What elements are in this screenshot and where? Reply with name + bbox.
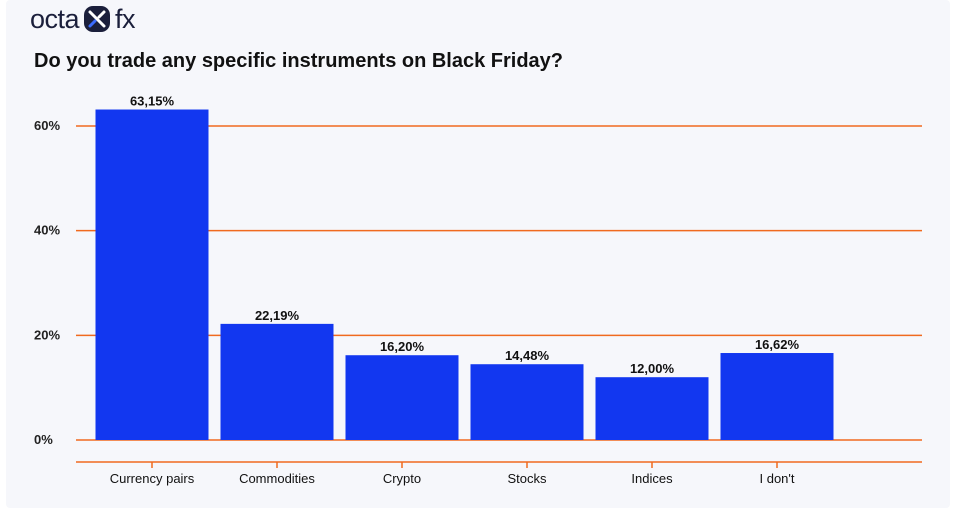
brand-logo: octa fx [30, 3, 136, 34]
value-label: 14,48% [505, 348, 550, 363]
chart-title: Do you trade any specific instruments on… [34, 50, 564, 72]
bar-stocks [470, 364, 584, 440]
y-tick-label: 0% [34, 432, 53, 447]
bar-layer [95, 109, 834, 440]
category-label: Currency pairs [110, 471, 195, 486]
bar-currency-pairs [95, 109, 209, 440]
logo-text-right: fx [115, 3, 136, 34]
bar-i-don-t [720, 353, 834, 440]
value-label: 16,62% [755, 337, 800, 352]
value-label: 63,15% [130, 94, 175, 109]
bar-crypto [345, 355, 459, 440]
value-label: 22,19% [255, 308, 300, 323]
category-label: Indices [631, 471, 673, 486]
octafx-logo-icon [84, 6, 111, 32]
y-tick-label: 60% [34, 118, 60, 133]
label-layer: 0% 20% 40% 60% 63,15% Currency pairs 22,19% Com… [34, 94, 799, 486]
logo-text-left: octa [30, 3, 80, 34]
y-tick-label: 20% [34, 327, 60, 342]
category-label: Crypto [383, 471, 421, 486]
category-label: Commodities [239, 471, 315, 486]
bar-indices [595, 377, 709, 440]
category-label: Stocks [507, 471, 547, 486]
value-label: 12,00% [630, 361, 675, 376]
value-label: 16,20% [380, 339, 425, 354]
category-label: I don't [759, 471, 794, 486]
y-tick-label: 40% [34, 223, 60, 238]
bar-commodities [220, 323, 334, 440]
